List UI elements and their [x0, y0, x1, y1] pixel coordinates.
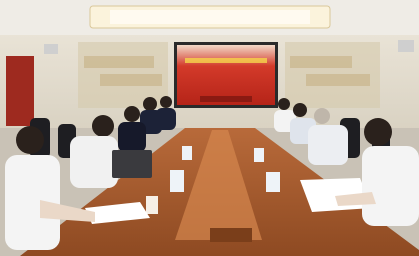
- head: [364, 118, 392, 146]
- head: [143, 97, 157, 111]
- head: [293, 103, 307, 117]
- speaker: [398, 40, 414, 52]
- tissue-box: [266, 172, 280, 192]
- wall-lettering: [84, 56, 154, 68]
- ceiling-light-inner: [110, 10, 310, 24]
- screen-podium: [200, 96, 252, 102]
- body: [5, 155, 60, 250]
- wall-lettering: [100, 74, 162, 86]
- tissue-box: [170, 170, 184, 192]
- wall-lettering: [290, 56, 352, 68]
- head: [92, 115, 114, 137]
- meeting-photo: [0, 0, 419, 256]
- cup: [146, 196, 158, 214]
- tissue-box: [254, 148, 264, 162]
- head: [160, 96, 172, 108]
- head: [124, 106, 140, 122]
- laptop: [112, 150, 152, 178]
- page: {}: [0, 0, 419, 256]
- body: [308, 125, 348, 165]
- head: [278, 98, 290, 110]
- speaker: [44, 44, 58, 54]
- head: [314, 108, 330, 124]
- table-box: [210, 228, 252, 242]
- head: [16, 126, 44, 154]
- tissue-box: [182, 146, 192, 160]
- body: [362, 146, 419, 226]
- body: [156, 108, 176, 130]
- body: [70, 136, 118, 188]
- door: [6, 56, 34, 126]
- screen-banner: [185, 58, 267, 63]
- wall-lettering: [306, 74, 370, 86]
- body: [118, 122, 146, 152]
